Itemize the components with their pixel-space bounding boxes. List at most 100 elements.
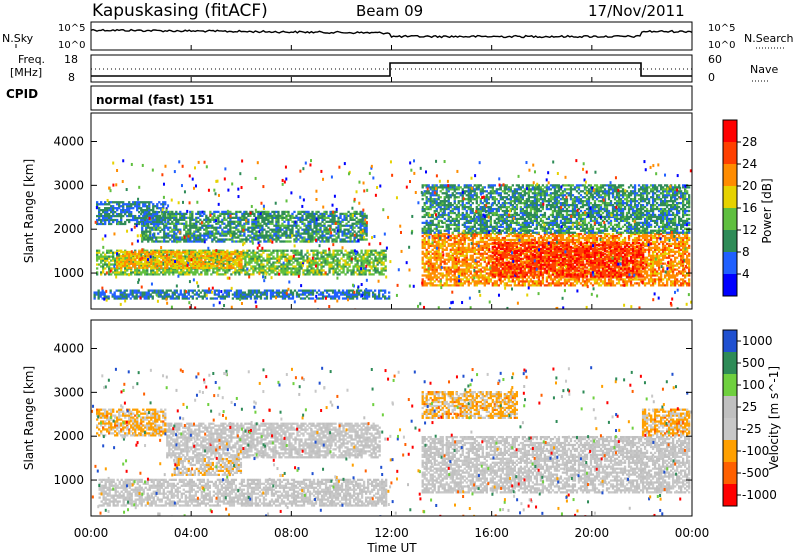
heatmap-cell — [235, 220, 238, 223]
heatmap-cell — [125, 295, 128, 298]
heatmap-cell — [471, 258, 474, 261]
heatmap-cell — [317, 218, 320, 221]
heatmap-cell — [370, 265, 373, 268]
heatmap-cell — [366, 257, 369, 260]
heatmap-cell — [157, 240, 160, 243]
heatmap-cell — [111, 295, 114, 298]
heatmap-cell — [189, 234, 192, 237]
heatmap-cell — [133, 289, 136, 292]
heatmap-cell — [126, 269, 129, 272]
heatmap-cell — [292, 271, 295, 274]
heatmap-cell — [239, 240, 242, 243]
heatmap-cell — [172, 262, 175, 266]
heatmap-cell — [144, 264, 147, 267]
heatmap-cell — [223, 226, 226, 229]
heatmap-cell — [346, 267, 349, 270]
heatmap-cell — [120, 220, 123, 224]
heatmap-cell — [280, 255, 283, 258]
heatmap-cell — [349, 238, 352, 241]
heatmap-cell — [207, 220, 210, 223]
heatmap-cell — [254, 257, 257, 260]
heatmap-cell — [211, 218, 214, 221]
heatmap-cell — [333, 222, 336, 225]
heatmap-cell — [337, 297, 341, 300]
heatmap-cell — [376, 267, 379, 270]
heatmap-cell — [259, 291, 263, 294]
heatmap-cell — [459, 272, 462, 275]
heatmap-cell — [194, 266, 197, 269]
heatmap-cell — [505, 284, 508, 287]
heatmap-cell — [177, 295, 180, 298]
heatmap-cell — [272, 255, 275, 258]
heatmap-cell — [214, 252, 217, 256]
heatmap-cell — [475, 260, 478, 263]
heatmap-cell — [122, 273, 125, 276]
heatmap-cell — [317, 236, 320, 239]
heatmap-cell — [455, 242, 458, 246]
heatmap-cell — [122, 253, 125, 256]
heatmap-cell — [163, 228, 166, 231]
heatmap-cell — [332, 267, 335, 270]
heatmap-cell — [280, 265, 283, 268]
heatmap-cell — [181, 297, 184, 300]
heatmap-cell — [148, 205, 151, 208]
heatmap-cell — [277, 293, 281, 296]
heatmap-cell — [119, 291, 122, 294]
heatmap-cell — [223, 238, 226, 241]
heatmap-cell — [211, 234, 214, 237]
heatmap-cell — [330, 253, 333, 256]
heatmap-cell — [300, 263, 303, 266]
heatmap-cell — [328, 267, 331, 270]
heatmap-cell — [377, 289, 381, 292]
heatmap-cell — [319, 228, 322, 231]
heatmap-cell — [182, 255, 185, 258]
heatmap-cell — [368, 255, 371, 258]
heatmap-cell — [235, 295, 239, 298]
heatmap-cell — [150, 249, 153, 252]
heatmap-cell — [249, 230, 252, 233]
heatmap-cell — [312, 269, 315, 272]
heatmap-cell — [176, 269, 179, 272]
heatmap-cell — [232, 264, 235, 267]
heatmap-cell — [435, 260, 438, 263]
heatmap-cell — [307, 291, 311, 294]
heatmap-cell — [463, 238, 466, 242]
heatmap-cell — [485, 256, 488, 259]
heatmap-cell — [112, 259, 115, 262]
heatmap-cell — [331, 234, 334, 237]
heatmap-cell — [143, 293, 146, 296]
heatmap-cell — [263, 212, 266, 216]
heatmap-cell — [435, 278, 438, 281]
heatmap-cell — [306, 257, 309, 260]
heatmap-cell — [304, 269, 307, 272]
heatmap-cell — [463, 234, 466, 238]
heatmap-cell — [98, 216, 101, 220]
heatmap-cell — [201, 238, 204, 241]
heatmap-cell — [150, 216, 153, 220]
heatmap-cell — [101, 289, 104, 292]
heatmap-cell — [162, 269, 165, 272]
heatmap-cell — [93, 293, 96, 296]
heatmap-cell — [356, 267, 359, 270]
heatmap-cell — [198, 260, 201, 264]
heatmap-cell — [207, 232, 210, 235]
heatmap-cell — [230, 254, 233, 258]
heatmap-cell — [244, 255, 247, 258]
heatmap-cell — [136, 220, 139, 224]
heatmap-cell — [253, 297, 257, 300]
heatmap-cell — [465, 250, 468, 253]
heatmap-cell — [175, 295, 178, 298]
heatmap-cell — [126, 262, 129, 266]
heatmap-cell — [439, 252, 442, 255]
heatmap-cell — [107, 297, 110, 300]
heatmap-cell — [377, 297, 381, 300]
heatmap-cell — [429, 280, 432, 283]
heatmap-cell — [273, 232, 276, 235]
heatmap-cell — [306, 273, 309, 276]
heatmap-cell — [102, 265, 105, 268]
heatmap-cell — [320, 257, 323, 260]
heatmap-cell — [158, 201, 161, 204]
heatmap-cell — [286, 267, 289, 270]
heatmap-cell — [503, 236, 506, 240]
heatmap-cell — [120, 269, 123, 272]
